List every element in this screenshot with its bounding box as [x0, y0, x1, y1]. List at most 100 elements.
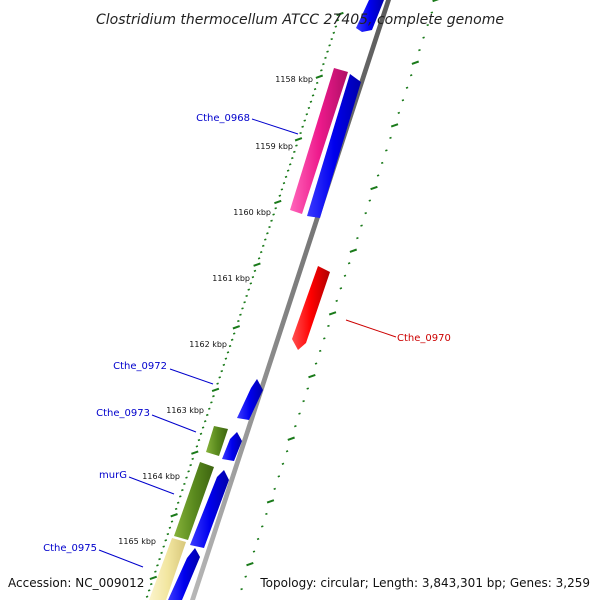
- major-tick-mark: [287, 436, 295, 441]
- minor-tick-mark: [244, 575, 247, 578]
- minor-tick-mark: [191, 457, 194, 460]
- major-tick-mark: [370, 185, 378, 191]
- minor-tick-mark: [274, 207, 277, 210]
- minor-tick-mark: [270, 219, 273, 222]
- minor-tick-mark: [185, 476, 188, 479]
- minor-tick-mark: [259, 250, 263, 254]
- tick-label-1158: 1158 kbp: [275, 75, 313, 84]
- major-tick-mark: [349, 248, 358, 253]
- minor-tick-mark: [228, 344, 232, 348]
- cds-feature-blue-0973b[interactable]: [222, 432, 242, 461]
- minor-tick-mark: [239, 313, 242, 316]
- tick-label-1159: 1159 kbp: [255, 142, 293, 151]
- minor-tick-mark: [268, 225, 271, 229]
- minor-tick-mark: [343, 274, 347, 277]
- minor-tick-mark: [245, 294, 248, 298]
- minor-tick-mark: [174, 507, 178, 511]
- minor-tick-mark: [201, 426, 205, 429]
- major-tick-mark: [294, 137, 303, 142]
- minor-tick-mark: [327, 324, 330, 328]
- gene-label-cthe-0973[interactable]: Cthe_0973: [96, 408, 150, 419]
- minor-tick-mark: [313, 88, 317, 91]
- minor-tick-mark: [253, 269, 257, 272]
- minor-tick-mark: [183, 482, 186, 486]
- minor-tick-mark: [282, 182, 286, 185]
- major-tick-mark: [274, 199, 282, 205]
- minor-tick-mark: [293, 150, 296, 153]
- cds-feature-cthe-0970[interactable]: [292, 266, 330, 350]
- tick-track-inner: [145, 19, 340, 598]
- minor-tick-mark: [218, 376, 221, 379]
- map-title: Clostridium thermocellum ATCC 27405, com…: [96, 12, 504, 28]
- tick-label-1160: 1160 kbp: [233, 208, 271, 217]
- cds-feature-blue-murg-b[interactable]: [190, 470, 229, 548]
- leader-line-cthe-0970: [345, 319, 397, 338]
- minor-tick-mark: [376, 174, 380, 177]
- minor-tick-mark: [222, 363, 226, 366]
- minor-tick-mark: [264, 238, 267, 241]
- minor-tick-mark: [324, 56, 327, 59]
- minor-tick-mark: [220, 370, 224, 373]
- minor-tick-mark: [158, 557, 161, 561]
- minor-tick-mark: [320, 69, 323, 72]
- minor-tick-mark: [305, 113, 309, 116]
- minor-tick-mark: [418, 49, 421, 52]
- cds-feature-blue-0969[interactable]: [307, 74, 361, 218]
- minor-tick-mark: [257, 257, 261, 260]
- minor-tick-mark: [314, 362, 318, 365]
- minor-tick-mark: [272, 213, 275, 216]
- minor-tick-mark: [187, 470, 190, 473]
- minor-tick-mark: [332, 31, 336, 34]
- leader-line-cthe-0975: [98, 549, 144, 568]
- minor-tick-mark: [252, 550, 256, 553]
- cds-feature-blue-bottom[interactable]: [168, 548, 200, 600]
- minor-tick-mark: [212, 395, 215, 398]
- cds-feature-cthe-0975[interactable]: [149, 538, 186, 600]
- minor-tick-mark: [380, 161, 384, 165]
- minor-tick-mark: [226, 351, 230, 354]
- minor-tick-mark: [291, 156, 294, 160]
- gene-label-cthe-0975[interactable]: Cthe_0975: [43, 543, 97, 554]
- accession-label: Accession: NC_009012: [8, 576, 144, 590]
- minor-tick-mark: [322, 63, 325, 66]
- cds-feature-blue-top[interactable]: [356, 0, 384, 32]
- minor-tick-mark: [168, 526, 172, 529]
- minor-tick-mark: [389, 136, 392, 139]
- minor-tick-mark: [318, 349, 322, 353]
- gene-label-murg[interactable]: murG: [99, 470, 127, 481]
- minor-tick-mark: [249, 282, 253, 285]
- minor-tick-mark: [224, 357, 228, 360]
- minor-tick-mark: [278, 194, 282, 197]
- major-tick-mark: [170, 513, 178, 518]
- minor-tick-mark: [154, 570, 157, 573]
- minor-tick-mark: [405, 86, 409, 89]
- minor-tick-mark: [237, 319, 240, 323]
- tick-label-1165: 1165 kbp: [118, 537, 156, 546]
- cds-feature-cthe-0968[interactable]: [290, 68, 348, 214]
- minor-tick-mark: [149, 583, 153, 586]
- gene-label-cthe-0970[interactable]: Cthe_0970: [397, 333, 451, 344]
- minor-tick-mark: [298, 412, 301, 415]
- minor-tick-mark: [208, 407, 211, 410]
- gene-label-cthe-0968[interactable]: Cthe_0968: [196, 113, 250, 124]
- minor-tick-mark: [385, 149, 388, 152]
- gene-label-cthe-0972[interactable]: Cthe_0972: [113, 361, 167, 372]
- major-ticks: [149, 0, 440, 581]
- minor-tick-mark: [170, 520, 174, 523]
- minor-tick-mark: [334, 25, 338, 28]
- cds-feature-murg[interactable]: [174, 462, 214, 540]
- minor-tick-mark: [328, 44, 331, 47]
- tick-label-1162: 1162 kbp: [189, 340, 227, 349]
- minor-tick-mark: [397, 111, 401, 114]
- minor-tick-mark: [181, 489, 184, 492]
- cds-feature-cthe-0973[interactable]: [206, 426, 228, 456]
- minor-tick-mark: [295, 144, 298, 147]
- tick-label-1161: 1161 kbp: [212, 274, 250, 283]
- minor-tick-mark: [299, 131, 302, 135]
- minor-tick-mark: [195, 445, 199, 448]
- major-tick-mark: [315, 74, 324, 79]
- cds-feature-cthe-0972[interactable]: [237, 379, 263, 420]
- minor-tick-mark: [243, 301, 246, 304]
- minor-tick-mark: [265, 512, 268, 516]
